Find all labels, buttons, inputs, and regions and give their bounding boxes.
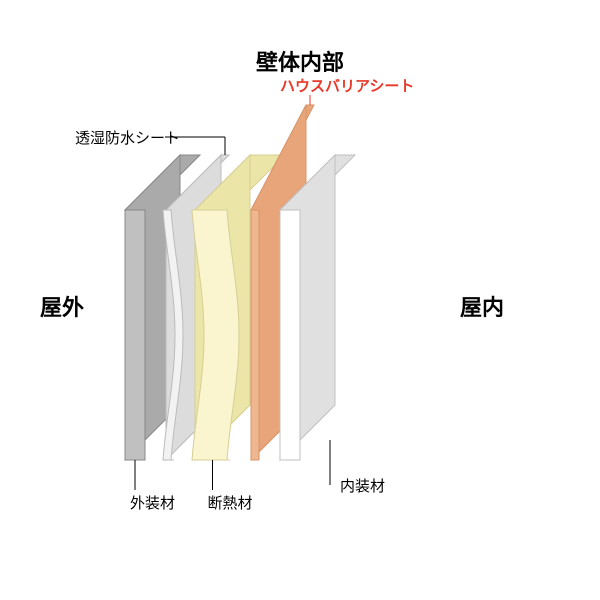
anno-interior-bottom: 内装材: [340, 475, 385, 496]
anno-moisture-top: 透湿防水シート: [75, 127, 180, 148]
outside-label: 屋外: [40, 290, 84, 322]
inside-label: 屋内: [460, 290, 504, 322]
anno-exterior-bottom: 外装材: [130, 492, 175, 513]
anno-barrier-top: ハウスバリアシート: [280, 75, 414, 96]
anno-insulation-bottom: 断熱材: [208, 492, 253, 513]
diagram-title: 壁体内部: [0, 45, 600, 77]
